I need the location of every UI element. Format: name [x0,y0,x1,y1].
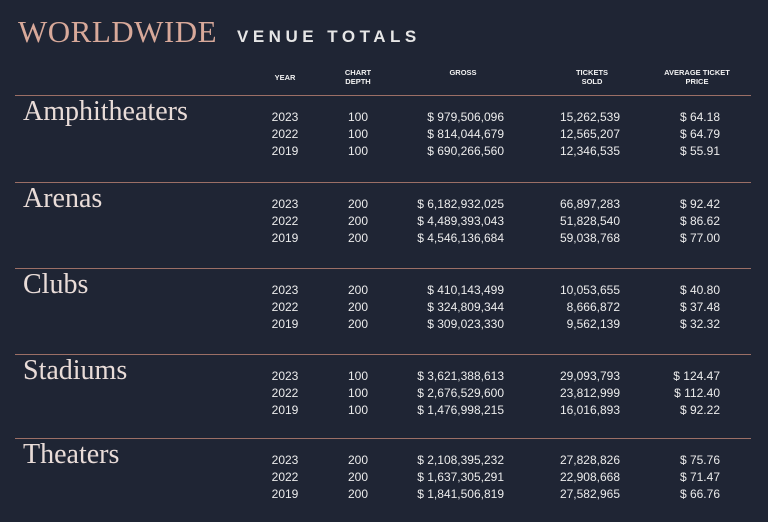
table-cell: 2019 [271,231,299,245]
table-cell: $ 324,809,344 [427,300,504,314]
table-cell: 12,565,207 [559,127,620,141]
column-header: YEAR [274,73,296,82]
table-cell: $ 77.00 [679,231,720,245]
table-cell: 100 [347,403,369,417]
table-cell: $ 1,637,305,291 [417,470,504,484]
table-cell: 12,346,535 [559,144,620,158]
section-name: Clubs [23,269,89,300]
column-header: AVERAGE TICKET PRICE [664,68,730,86]
column-header: TICKETS SOLD [575,68,609,86]
table-cell: $ 814,044,679 [427,127,504,141]
table-cell: 66,897,283 [559,197,620,211]
table-cell: 27,582,965 [559,487,620,501]
table-cell: 59,038,768 [559,231,620,245]
table-cell: 2023 [271,110,299,124]
table-cell: $ 2,108,395,232 [417,453,504,467]
table-cell: $ 4,546,136,684 [417,231,504,245]
table-cell: 2023 [271,453,299,467]
table-cell: 51,828,540 [559,214,620,228]
table-cell: 2022 [271,386,299,400]
table-cell: 2019 [271,144,299,158]
table-cell: $ 37.48 [679,300,720,314]
table-cell: 100 [347,386,369,400]
table-cell: $ 4,489,393,043 [417,214,504,228]
divider [15,268,751,269]
table-cell: $ 6,182,932,025 [417,197,504,211]
table-cell: 2023 [271,369,299,383]
column-header: GROSS [449,68,477,77]
table-cell: 2022 [271,127,299,141]
table-cell: 2023 [271,197,299,211]
table-cell: 2019 [271,403,299,417]
table-cell: 100 [347,369,369,383]
table-cell: 200 [347,470,369,484]
section-name: Arenas [23,183,103,214]
table-cell: 2022 [271,470,299,484]
table-cell: $ 1,841,506,819 [417,487,504,501]
table-cell: 23,812,999 [559,386,620,400]
table-cell: 200 [347,487,369,501]
table-cell: 15,262,539 [559,110,620,124]
table-cell: 100 [347,110,369,124]
table-cell: $ 92.42 [679,197,720,211]
section-name: Amphitheaters [23,96,188,127]
table-cell: 2022 [271,214,299,228]
table-cell: $ 66.76 [679,487,720,501]
table-cell: 2019 [271,317,299,331]
table-cell: $ 309,023,330 [427,317,504,331]
table-cell: 200 [347,197,369,211]
table-cell: $ 2,676,529,600 [417,386,504,400]
table-cell: $ 55.91 [679,144,720,158]
table-cell: 29,093,793 [559,369,620,383]
table-cell: 200 [347,231,369,245]
table-cell: 200 [347,453,369,467]
table-cell: 100 [347,144,369,158]
table-cell: $ 64.79 [679,127,720,141]
table-cell: 22,908,668 [559,470,620,484]
table-cell: $ 32.32 [679,317,720,331]
table-cell: 27,828,826 [559,453,620,467]
table-cell: $ 410,143,499 [427,283,504,297]
divider [15,354,751,355]
table-cell: 2023 [271,283,299,297]
table-cell: $ 86.62 [679,214,720,228]
table-cell: $ 1,476,998,215 [417,403,504,417]
table-cell: $ 75.76 [679,453,720,467]
table-cell: $ 112.40 [674,386,720,400]
table-cell: $ 64.18 [679,110,720,124]
divider [15,182,751,183]
table-cell: 16,016,893 [559,403,620,417]
table-cell: $ 40.80 [679,283,720,297]
section-name: Theaters [23,439,120,470]
table-cell: 8,666,872 [566,300,620,314]
divider [15,438,751,439]
divider [15,95,751,96]
table-cell: 200 [347,283,369,297]
table-cell: 100 [347,127,369,141]
column-header: CHART DEPTH [344,68,372,86]
table-cell: 200 [347,317,369,331]
table-cell: $ 690,266,560 [427,144,504,158]
table-cell: 9,562,139 [566,317,620,331]
table-cell: $ 71.47 [679,470,720,484]
section-name: Stadiums [23,355,128,386]
table-cell: 10,053,655 [559,283,620,297]
table-cell: 200 [347,300,369,314]
table-cell: 200 [347,214,369,228]
table-cell: 2019 [271,487,299,501]
table-cell: $ 92.22 [679,403,720,417]
table-cell: $ 979,506,096 [427,110,504,124]
table-cell: $ 124.47 [673,369,720,383]
table-cell: $ 3,621,388,613 [417,369,504,383]
table-cell: 2022 [271,300,299,314]
subtitle: VENUE TOTALS [237,27,421,46]
title: WORLDWIDE [18,14,218,49]
